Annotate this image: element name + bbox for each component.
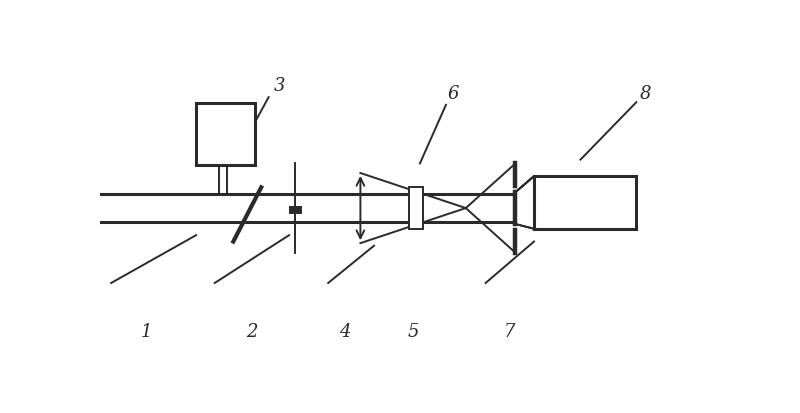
Text: 3: 3: [274, 77, 286, 95]
Text: 1: 1: [141, 322, 152, 340]
Bar: [290, 207, 301, 213]
Text: 6: 6: [448, 85, 459, 103]
Text: 4: 4: [339, 322, 350, 340]
Bar: [196, 104, 255, 166]
Bar: [534, 177, 636, 229]
Text: 2: 2: [246, 322, 258, 340]
Bar: [410, 188, 423, 229]
Text: 8: 8: [640, 85, 651, 103]
Text: 7: 7: [503, 322, 515, 340]
Text: 5: 5: [407, 322, 419, 340]
